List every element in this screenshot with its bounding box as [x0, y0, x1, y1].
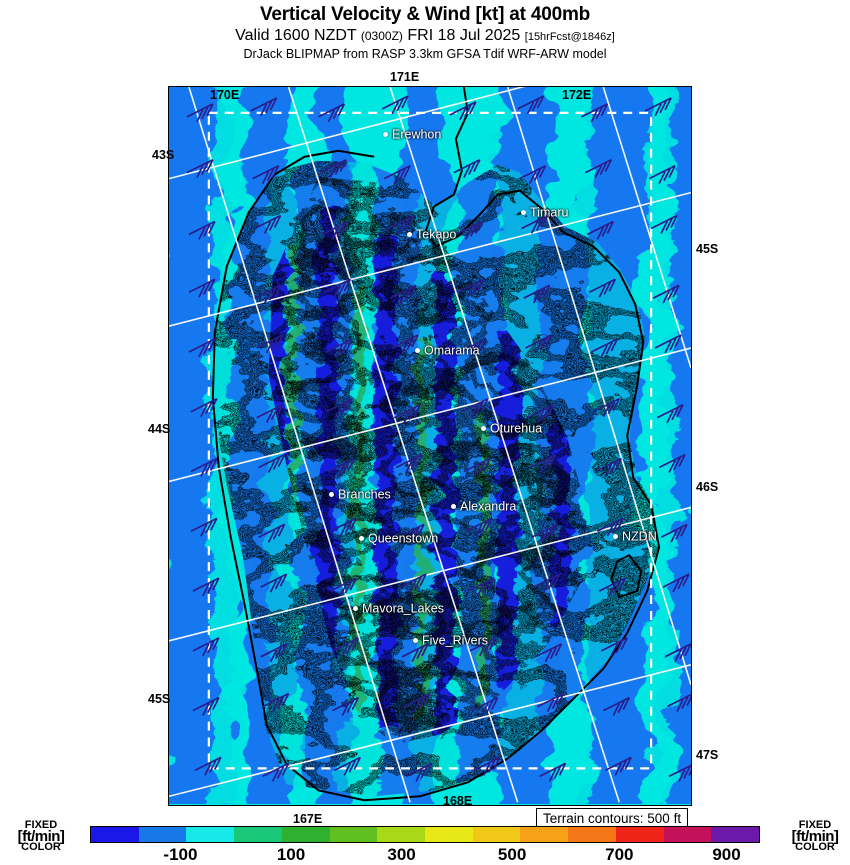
city-label: Oturehua [490, 421, 543, 436]
graticule-label: 44S [148, 422, 171, 436]
colorbar-unit-right: FIXED [ft/min] COLOR [772, 820, 850, 853]
graticule [169, 87, 691, 803]
colorbar-tick: 100 [276, 845, 306, 864]
graticule-label: 46S [696, 480, 719, 494]
colorbar-segment [186, 827, 235, 842]
city-dot-icon [413, 638, 418, 644]
colorbar-tick: 900 [712, 845, 741, 864]
graticule-label: 168E [443, 794, 473, 808]
colorbar-unit-left-mid: [ft/min] [17, 828, 65, 845]
colorbar-unit-right-mid: [ft/min] [791, 828, 839, 845]
city-marker: Timaru [521, 205, 568, 220]
valid-time-line: Valid 1600 NZDT (0300Z) FRI 18 Jul 2025 … [0, 26, 850, 47]
city-dot-icon [353, 606, 358, 612]
city-marker: Oturehua [481, 421, 542, 436]
graticule-label: 171E [390, 70, 420, 84]
colorbar-tick-labels: -100 100 300 500 700 900 [90, 845, 760, 865]
colorbar-segment [711, 827, 760, 842]
colorbar-row: FIXED [ft/min] COLOR -100 100 300 500 700 900… [0, 820, 850, 865]
valid-date: FRI 18 Jul 2025 [407, 27, 521, 44]
colorbar-tick: -100 [163, 845, 198, 864]
colorbar-segment [91, 827, 139, 842]
city-label-layer: Erewhon Timaru Tekapo Omarama Oturehua Branch… [169, 87, 691, 805]
city-label: Five_Rivers [422, 633, 488, 648]
city-dot-icon [359, 536, 364, 542]
weather-map[interactable]: Erewhon Timaru Tekapo Omarama Oturehua Branch… [168, 86, 692, 806]
city-dot-icon [613, 534, 618, 540]
city-dot-icon [451, 504, 456, 510]
valid-time-utc: (0300Z) [360, 29, 403, 43]
city-label: Erewhon [392, 127, 442, 142]
colorbar-unit-right-bottom: COLOR [795, 841, 835, 853]
forecast-tag: [15hrFcst@1846z] [524, 31, 615, 43]
colorbar-segment [377, 827, 426, 842]
city-marker: Tekapo [407, 227, 456, 242]
model-description: DrJack BLIPMAP from RASP 3.3km GFSA Tdif… [243, 47, 607, 61]
city-dot-icon [383, 132, 388, 138]
city-marker: Branches [329, 487, 391, 502]
city-marker: Mavora_Lakes [353, 601, 444, 616]
city-marker: Five_Rivers [413, 633, 488, 648]
city-marker: Queenstown [359, 531, 438, 546]
city-dot-icon [521, 210, 526, 216]
graticule-label: 45S [696, 242, 719, 256]
colorbar-gradient[interactable] [90, 826, 760, 843]
city-dot-icon [329, 492, 334, 498]
city-marker: Alexandra [451, 499, 516, 514]
city-marker: Omarama [415, 343, 480, 358]
colorbar-segment [663, 827, 712, 842]
city-marker: NZDN [613, 529, 657, 544]
city-marker: Erewhon [383, 127, 441, 142]
map-container[interactable]: Erewhon Timaru Tekapo Omarama Oturehua Branch… [148, 70, 718, 826]
valid-time-prefix: Valid 1600 NZDT [235, 27, 357, 44]
graticule-label: 170E [210, 88, 240, 102]
graticule-label: 167E [293, 812, 323, 826]
colorbar-unit-left: FIXED [ft/min] COLOR [0, 820, 84, 853]
colorbar-segment [138, 827, 187, 842]
city-label: Mavora_Lakes [362, 601, 444, 616]
colorbar-unit-left-top: FIXED [24, 819, 58, 831]
city-dot-icon [407, 232, 412, 238]
city-label: Alexandra [460, 499, 517, 514]
city-label: Queenstown [368, 531, 439, 546]
colorbar-tick: 300 [387, 845, 416, 864]
graticule-label: 43S [152, 148, 175, 162]
graticule-label: 47S [696, 748, 719, 762]
city-dot-icon [481, 426, 486, 432]
city-dot-icon [415, 348, 420, 354]
colorbar-unit-right-top: FIXED [798, 819, 832, 831]
colorbar-segment [520, 827, 569, 842]
city-label: Branches [338, 487, 391, 502]
colorbar-segment [615, 827, 664, 842]
colorbar-segment [281, 827, 330, 842]
colorbar-tick: 700 [605, 845, 634, 864]
page-title: Vertical Velocity & Wind [kt] at 400mb [259, 4, 591, 25]
graticule-label: 172E [562, 88, 592, 102]
chart-header: Vertical Velocity & Wind [kt] at 400mb V… [0, 0, 850, 62]
city-label: Omarama [424, 343, 480, 358]
colorbar-segment [425, 827, 473, 842]
vertical-velocity-fill-layer [169, 87, 691, 805]
city-label: NZDN [622, 529, 657, 544]
graticule-label: 45S [148, 692, 171, 706]
colorbar-segment [568, 827, 616, 842]
domain-boundary-box [207, 111, 653, 770]
colorbar-segment [234, 827, 282, 842]
colorbar-tick: 500 [497, 845, 527, 864]
colorbar-unit-left-bottom: COLOR [21, 841, 61, 853]
colorbar-segment [472, 827, 521, 842]
city-label: Timaru [530, 205, 569, 220]
city-label: Tekapo [416, 227, 457, 242]
colorbar-segment [329, 827, 378, 842]
